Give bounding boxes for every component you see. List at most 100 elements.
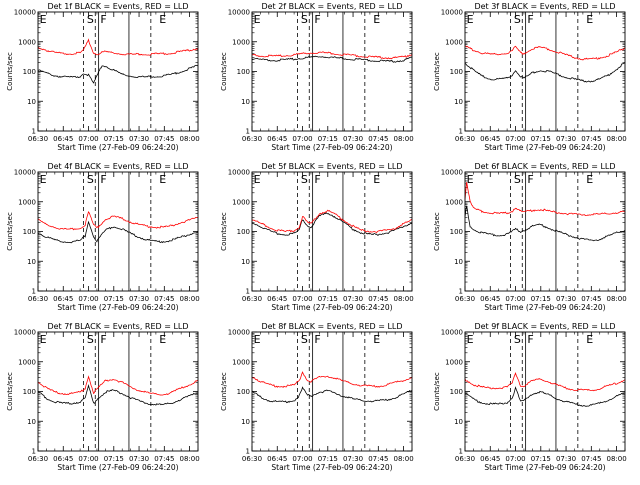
- y-tick-label: 1000: [232, 38, 250, 46]
- x-tick-label: 07:45: [154, 455, 174, 463]
- x-tick-label: 07:45: [581, 455, 601, 463]
- events-series-line: [37, 383, 199, 406]
- x-tick-label: 08:00: [393, 455, 413, 463]
- x-tick-label: 06:45: [53, 455, 73, 463]
- y-tick-label: 10000: [441, 9, 463, 17]
- x-tick-label: 07:30: [343, 455, 363, 463]
- x-tick-label: 07:30: [343, 295, 363, 303]
- y-axis-label: Counts/sec: [433, 52, 441, 91]
- detector-panel: Det 7f BLACK = Events, RED = LLD Counts/s…: [6, 322, 200, 472]
- y-axis-label: Counts/sec: [6, 52, 14, 91]
- x-tick-label: 07:15: [318, 295, 338, 303]
- plot-frame: [37, 11, 199, 132]
- y-tick-label: 10: [241, 258, 250, 266]
- x-tick-label: 07:45: [368, 135, 388, 143]
- interval-marker-label: E: [159, 173, 166, 186]
- x-tick-label: 07:45: [581, 295, 601, 303]
- x-tick-label: 07:00: [78, 295, 98, 303]
- detector-panel: Det 8f BLACK = Events, RED = LLD Counts/s…: [220, 322, 414, 472]
- x-tick-label: 06:45: [480, 135, 500, 143]
- panel-title: Det 7f BLACK = Events, RED = LLD: [47, 322, 188, 331]
- x-tick-label: 08:00: [606, 455, 626, 463]
- x-tick-label: 07:15: [318, 455, 338, 463]
- y-tick-label: 100: [23, 68, 36, 76]
- y-tick-label: 1: [32, 288, 36, 296]
- interval-marker-label: S: [87, 173, 94, 186]
- interval-marker-label: S: [87, 13, 94, 26]
- events-series-line: [464, 205, 626, 242]
- y-tick-label: 10: [241, 98, 250, 106]
- x-tick-label: 06:45: [53, 135, 73, 143]
- x-tick-label: 07:15: [104, 295, 124, 303]
- detector-panel: Det 9f BLACK = Events, RED = LLD Counts/s…: [433, 322, 627, 472]
- lld-series-line: [37, 38, 199, 56]
- lld-series-line: [464, 372, 626, 392]
- x-tick-label: 06:30: [455, 295, 475, 303]
- y-tick-label: 100: [450, 228, 463, 236]
- y-tick-label: 1: [246, 288, 250, 296]
- lld-series-line: [464, 45, 626, 61]
- y-tick-label: 1000: [18, 198, 36, 206]
- interval-marker-label: E: [373, 333, 380, 346]
- x-tick-label: 07:00: [78, 455, 98, 463]
- plot-frame: [464, 11, 626, 132]
- interval-marker-label: E: [254, 173, 261, 186]
- interval-marker-label: E: [159, 333, 166, 346]
- x-tick-label: 07:30: [129, 135, 149, 143]
- y-tick-label: 10: [241, 418, 250, 426]
- y-tick-label: 100: [237, 388, 250, 396]
- y-tick-label: 1: [459, 128, 463, 136]
- y-axis-label: Counts/sec: [433, 372, 441, 411]
- interval-marker-label: E: [467, 13, 474, 26]
- x-tick-label: 07:30: [129, 455, 149, 463]
- events-series-line: [37, 64, 199, 84]
- interval-marker-label: F: [527, 173, 533, 186]
- lld-series-line: [251, 371, 413, 388]
- y-tick-label: 100: [450, 68, 463, 76]
- x-tick-label: 08:00: [393, 295, 413, 303]
- interval-marker-label: E: [40, 333, 47, 346]
- x-tick-label: 06:30: [455, 455, 475, 463]
- y-tick-label: 10000: [228, 9, 250, 17]
- y-tick-label: 1: [246, 448, 250, 456]
- x-axis-label: Start Time (27-Feb-09 06:24:20): [484, 143, 605, 152]
- plot-frame: [251, 171, 413, 292]
- y-axis-label: Counts/sec: [6, 372, 14, 411]
- x-tick-label: 07:15: [104, 455, 124, 463]
- detector-panel: Det 1f BLACK = Events, RED = LLD Counts/s…: [6, 2, 200, 152]
- y-tick-label: 100: [237, 68, 250, 76]
- plot-frame: [37, 171, 199, 292]
- x-tick-label: 07:15: [531, 135, 551, 143]
- interval-marker-label: E: [373, 13, 380, 26]
- x-tick-label: 07:00: [505, 455, 525, 463]
- y-tick-label: 1: [32, 448, 36, 456]
- x-tick-label: 07:15: [104, 135, 124, 143]
- x-tick-label: 08:00: [179, 295, 199, 303]
- y-tick-label: 100: [450, 388, 463, 396]
- interval-marker-label: F: [314, 173, 320, 186]
- y-axis-label: Counts/sec: [220, 212, 228, 251]
- x-tick-label: 07:30: [556, 135, 576, 143]
- plot-frame: [464, 331, 626, 452]
- y-tick-label: 1000: [18, 38, 36, 46]
- events-series-line: [464, 62, 626, 83]
- events-series-line: [37, 220, 199, 244]
- panel-title: Det 6f BLACK = Events, RED = LLD: [474, 162, 615, 171]
- y-tick-label: 1: [32, 128, 36, 136]
- y-tick-label: 10: [27, 98, 36, 106]
- interval-marker-label: E: [254, 13, 261, 26]
- interval-marker-label: F: [527, 333, 533, 346]
- x-tick-label: 07:00: [292, 135, 312, 143]
- interval-marker-label: S: [301, 13, 308, 26]
- x-tick-label: 06:45: [267, 295, 287, 303]
- x-tick-label: 07:15: [531, 455, 551, 463]
- x-tick-label: 07:00: [505, 295, 525, 303]
- x-axis-label: Start Time (27-Feb-09 06:24:20): [57, 303, 178, 312]
- y-tick-label: 1000: [445, 358, 463, 366]
- y-tick-label: 10000: [441, 329, 463, 337]
- y-tick-label: 1000: [445, 38, 463, 46]
- interval-marker-label: S: [514, 13, 521, 26]
- panel-title: Det 3f BLACK = Events, RED = LLD: [474, 2, 615, 11]
- interval-marker-label: F: [100, 333, 106, 346]
- interval-marker-label: E: [467, 333, 474, 346]
